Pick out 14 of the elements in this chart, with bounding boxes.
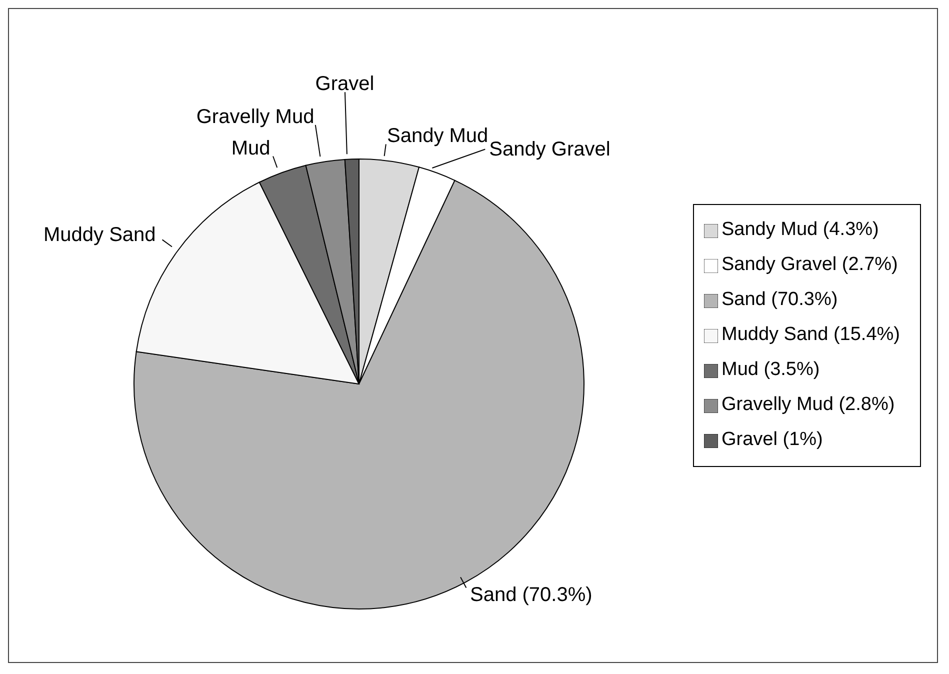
category-label: Mud (3.5%) [722,359,820,380]
slice-label: Muddy Sand [43,224,156,246]
slice-label: Gravel [315,73,374,96]
legend-label: Sand (70.3%) [722,289,838,310]
category-label: Muddy Sand (15.4%) [722,324,900,345]
slice-label: Mud [231,138,270,160]
slice-label: Sandy Gravel [489,138,610,160]
slice-label: Gravelly Mud [196,106,314,128]
category-label: Sandy Mud (4.3%) [722,219,879,240]
category-label: Sandy Gravel (2.7%) [722,254,898,275]
slice-label: Sand (70.3%) [470,584,592,606]
category-label: Gravel (1%) [722,429,823,450]
category-label: Gravelly Mud (2.8%) [722,394,895,415]
slice-label: Sandy Mud [386,125,488,148]
